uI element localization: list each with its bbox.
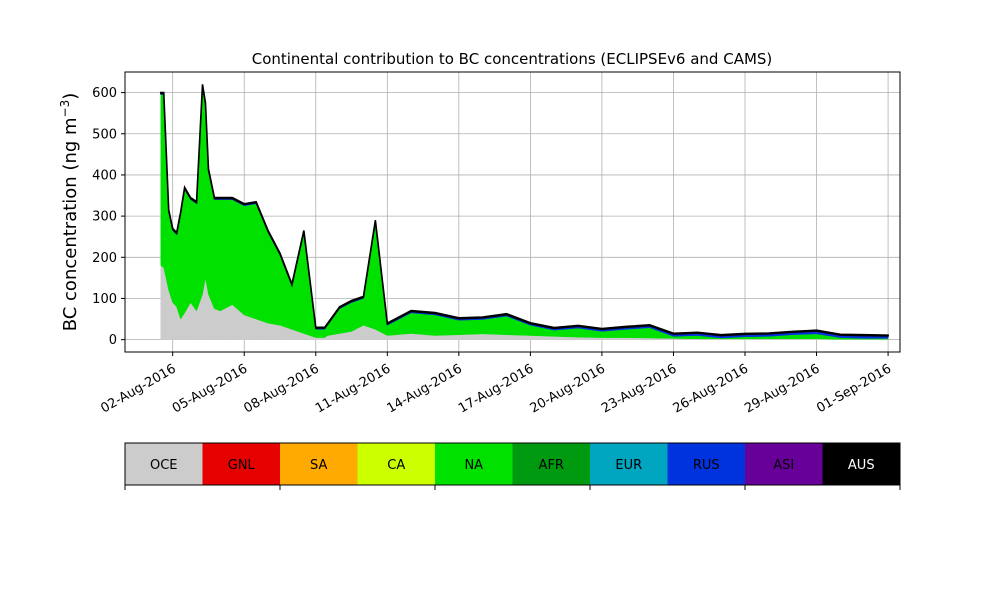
x-tick-label: 08-Aug-2016 [241, 361, 321, 416]
colorbar-label-eur: EUR [615, 458, 642, 473]
x-tick-label: 20-Aug-2016 [528, 361, 608, 416]
y-axis-label: BC concentration (ng m−3) [58, 93, 81, 332]
colorbar-swatch-na [435, 443, 513, 485]
colorbar-label-sa: SA [310, 458, 327, 473]
y-tick-label: 400 [92, 168, 117, 183]
x-tick-label: 26-Aug-2016 [671, 361, 751, 416]
y-axis-label-close: ) [60, 93, 81, 100]
colorbar-swatch-gnl [202, 443, 281, 485]
colorbar-swatch-sa [280, 443, 358, 485]
x-tick-label: 11-Aug-2016 [313, 361, 393, 416]
colorbar-swatch-ca [357, 443, 436, 485]
x-tick-label: 14-Aug-2016 [385, 361, 465, 416]
colorbar-label-na: NA [464, 458, 483, 473]
y-tick-label: 0 [109, 333, 117, 348]
x-tick-label: 17-Aug-2016 [456, 361, 536, 416]
plot-area: 0 100 200 300 400 500 600 02-Aug-201605-Aug-201… [92, 71, 901, 416]
colorbar-label-ca: CA [387, 458, 405, 473]
colorbar-label-oce: OCE [150, 458, 178, 473]
colorbar-swatch-afr [512, 443, 591, 485]
y-axis-label-main: BC concentration (ng m [60, 117, 81, 331]
colorbar-frame [124, 442, 901, 486]
colorbar-swatch-rus [667, 443, 746, 485]
colorbar-label-afr: AFR [539, 458, 564, 473]
colorbar-label-rus: RUS [693, 458, 720, 473]
y-tick-label: 200 [92, 251, 117, 266]
x-tick-label: 23-Aug-2016 [599, 361, 679, 416]
colorbar-label-asi: ASI [773, 458, 794, 473]
x-tick-label: 29-Aug-2016 [742, 361, 822, 416]
colorbar-swatch-asi [745, 443, 823, 485]
colorbar-swatch-oce [125, 443, 203, 485]
plot-frame [124, 71, 901, 353]
y-tick-label: 100 [92, 292, 117, 307]
x-tick-label: 01-Sep-2016 [814, 361, 894, 416]
y-tick-label: 600 [92, 86, 117, 101]
y-axis-label-exponent: −3 [58, 100, 72, 118]
colorbar-swatch-aus [822, 443, 901, 485]
x-tick-label: 05-Aug-2016 [170, 361, 250, 416]
colorbar-label-aus: AUS [848, 458, 875, 473]
colorbar-label-gnl: GNL [228, 458, 256, 473]
y-tick-label: 300 [92, 210, 117, 225]
colorbar-legend: OCE GNL SA CA NA AFR EUR RUS ASI AUS [124, 442, 901, 490]
y-tick-label: 500 [92, 127, 117, 142]
area-aus [159, 84, 889, 337]
chart-title: Continental contribution to BC concentra… [252, 50, 773, 68]
x-tick-label: 02-Aug-2016 [98, 361, 178, 416]
area-na [160, 86, 889, 340]
colorbar-swatch-eur [590, 443, 668, 485]
